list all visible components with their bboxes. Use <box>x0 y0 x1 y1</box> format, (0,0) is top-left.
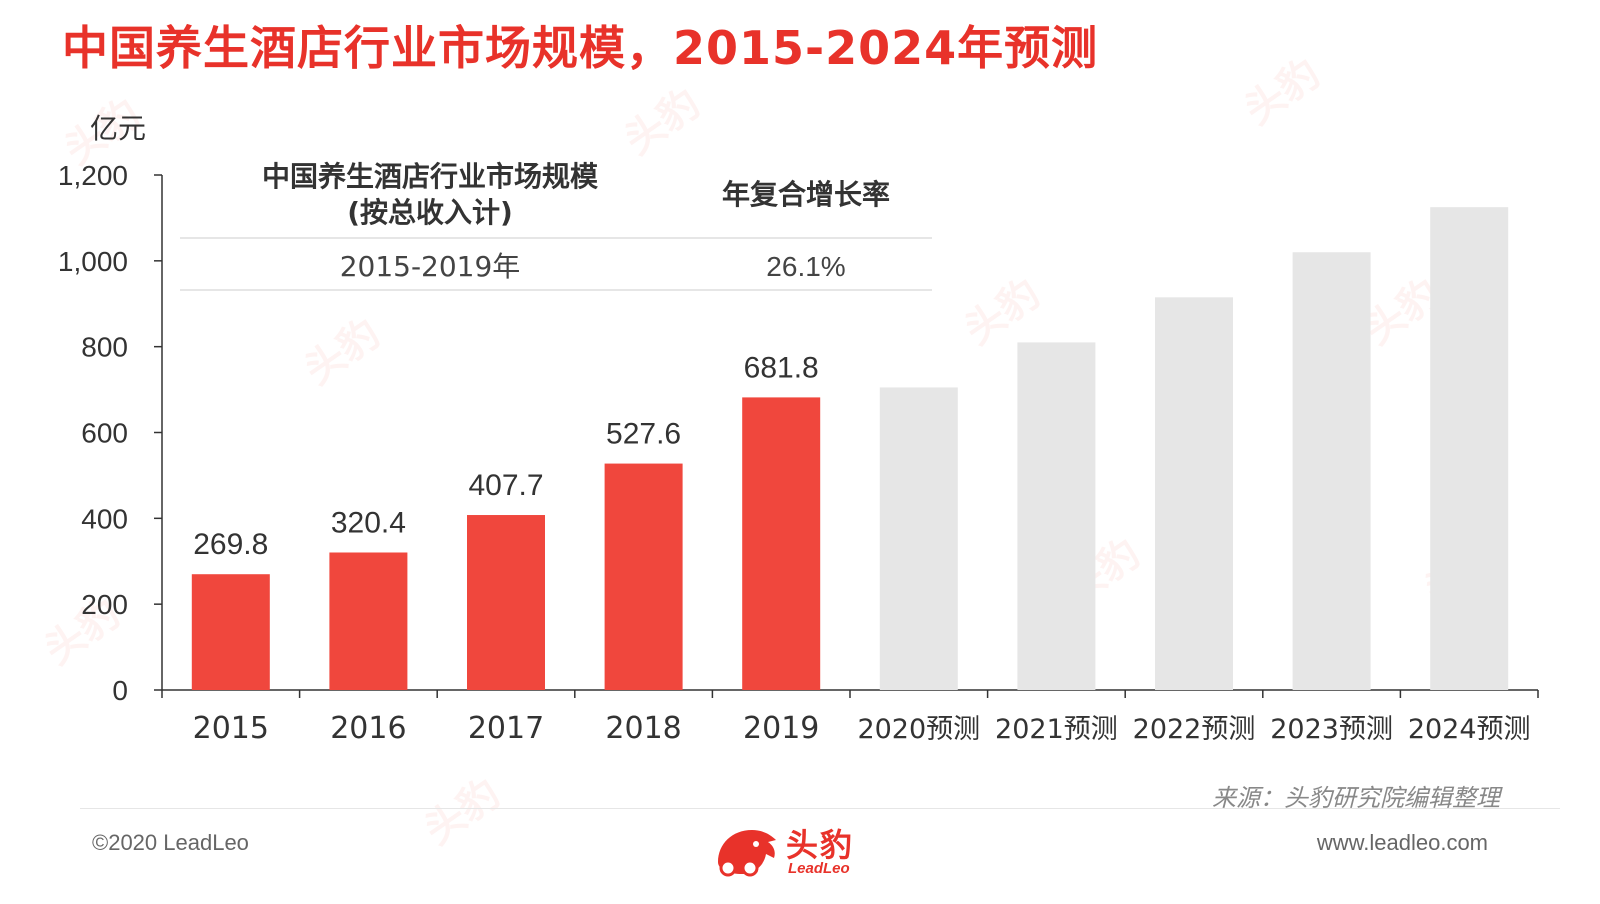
forecast-bar <box>1292 252 1371 690</box>
x-tick-label: 2017 <box>468 711 544 746</box>
y-tick-label: 1,200 <box>58 160 128 191</box>
forecast-bar <box>879 387 958 690</box>
cagr-period: 2015-2019年 <box>340 250 521 283</box>
cagr-header-left-sub: (按总收入计) <box>347 196 513 229</box>
y-tick-label: 600 <box>81 418 128 449</box>
bar <box>467 515 545 690</box>
footer-divider <box>80 808 1560 809</box>
copyright-text: ©2020 LeadLeo <box>92 830 249 855</box>
leadleo-logo: 头豹 LeadLeo <box>712 818 872 882</box>
source-note: 来源：头豹研究院编辑整理 <box>1212 784 1500 812</box>
forecast-bar <box>1017 342 1096 690</box>
x-tick-label: 2019 <box>743 711 819 746</box>
leopard-icon <box>718 830 776 877</box>
x-tick-label: 2020预测 <box>857 714 980 745</box>
x-tick-label: 2022预测 <box>1133 714 1256 745</box>
y-tick-label: 1,000 <box>58 246 128 277</box>
website-link[interactable]: www.leadleo.com <box>1316 830 1488 855</box>
bar <box>329 552 408 690</box>
bar <box>604 463 683 690</box>
y-tick-label: 0 <box>112 675 128 706</box>
page-title: 中国养生酒店行业市场规模，2015-2024年预测 <box>62 21 1099 75</box>
bar <box>742 397 821 690</box>
logo-subtitle: LeadLeo <box>788 860 850 877</box>
cagr-header-right: 年复合增长率 <box>722 178 890 211</box>
forecast-bar <box>1155 297 1233 690</box>
logo-name: 头豹 <box>786 826 855 864</box>
forecast-bar <box>1430 207 1509 690</box>
data-label: 269.8 <box>193 528 268 561</box>
bar <box>191 574 270 690</box>
data-label: 320.4 <box>331 506 406 539</box>
y-tick-label: 800 <box>81 332 128 363</box>
cagr-value: 26.1% <box>766 251 845 282</box>
y-tick-label: 200 <box>81 589 128 620</box>
y-axis-unit-label: 亿元 <box>90 112 146 145</box>
x-tick-label: 2023预测 <box>1270 714 1393 745</box>
x-tick-label: 2018 <box>605 711 681 746</box>
x-tick-label: 2021预测 <box>995 714 1118 745</box>
x-tick-label: 2024预测 <box>1408 714 1531 745</box>
data-label: 681.8 <box>744 351 819 384</box>
data-label: 527.6 <box>606 418 681 451</box>
y-tick-label: 400 <box>81 503 128 534</box>
x-tick-label: 2015 <box>193 711 269 746</box>
cagr-header-left: 中国养生酒店行业市场规模 <box>262 160 599 193</box>
data-label: 407.7 <box>468 469 543 502</box>
x-tick-label: 2016 <box>330 711 406 746</box>
